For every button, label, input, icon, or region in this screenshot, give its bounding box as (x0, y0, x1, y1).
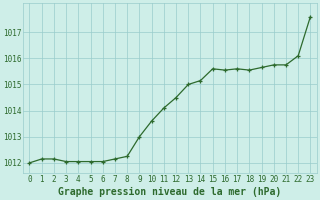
X-axis label: Graphe pression niveau de la mer (hPa): Graphe pression niveau de la mer (hPa) (58, 186, 282, 197)
